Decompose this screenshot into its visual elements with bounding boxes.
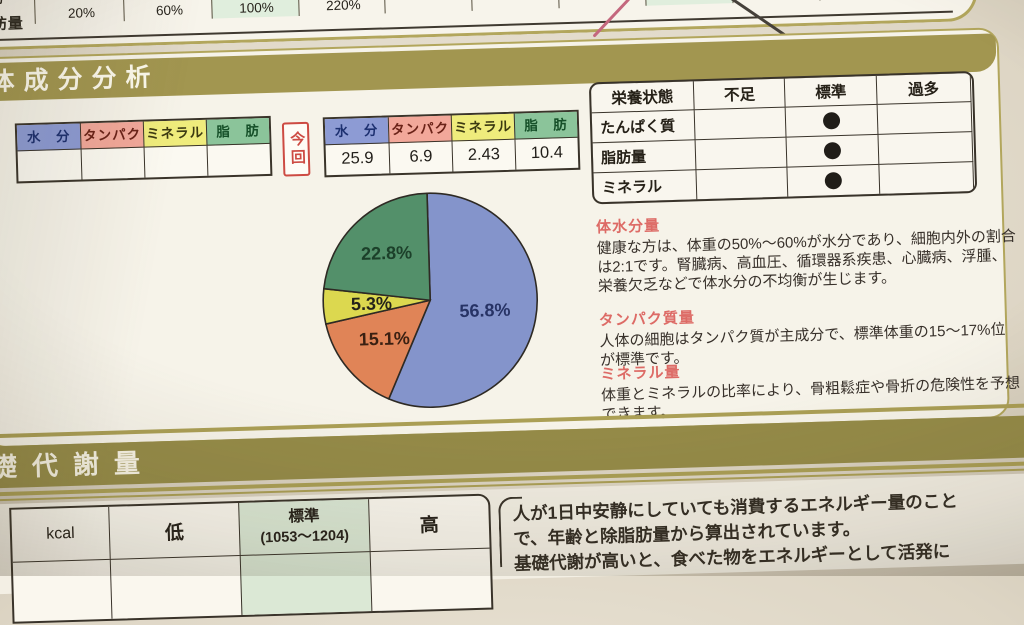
current-measurement-badge: 今回 [282, 122, 311, 177]
grid-line [383, 0, 386, 13]
protein-value: 6.9 [389, 142, 453, 174]
grid-line [33, 0, 36, 24]
low-header: 低 [108, 503, 239, 559]
values-protein-header: タンパク [388, 116, 452, 144]
cell-excess [877, 102, 972, 135]
low-value-cell [110, 555, 242, 619]
basal-metabolism-table: kcal 低 標準 (1053～1204) 高 [9, 494, 493, 624]
empty-cell [81, 148, 145, 180]
legend-empty-row [18, 144, 271, 181]
status-col-excess: 過多 [876, 73, 971, 105]
basal-metabolism-note: 人が1日中安静にしていても消費するエネルギー量のこと で、年齢と除脂肪量から算出… [512, 486, 1024, 577]
status-label-protein: たんぱく質 [591, 110, 695, 143]
legend-protein: タンパク [80, 122, 144, 150]
body-composition-pie-chart: 56.8% 15.1% 5.3% 22.8% [296, 166, 564, 434]
cell-standard [786, 104, 878, 137]
row-label-fat: 脂肪量 [0, 12, 24, 34]
status-dot [825, 172, 842, 189]
cell-deficit [696, 167, 788, 200]
legend-mineral: ミネラル [143, 120, 207, 148]
grid-line [644, 0, 647, 6]
mineral-value: 2.43 [451, 140, 515, 172]
legend-table: 水 分 タンパク ミネラル 脂 肪 [15, 116, 273, 184]
legend-fat: 脂 肪 [206, 118, 270, 146]
pie-label-水分: 56.8% [459, 300, 511, 322]
cell-excess [878, 132, 973, 165]
fat-value: 10.4 [514, 138, 578, 170]
tick-220: 220% [316, 0, 370, 13]
tick-100: 100% [229, 0, 283, 16]
cell-deficit [694, 107, 786, 140]
water-value: 25.9 [326, 143, 390, 175]
high-value-cell [370, 548, 492, 612]
empty-cell [144, 146, 208, 178]
status-dot [823, 112, 840, 129]
status-dot [824, 142, 841, 159]
kcal-header: kcal [11, 507, 109, 562]
cell-deficit [695, 137, 787, 170]
grid-line [470, 0, 473, 11]
photographed-report-paper: 20% 60% 100% 220% 脂肪 脂肪量 体成分分析 水 分 タンパク … [0, 0, 1024, 576]
status-label-mineral: ミネラル [593, 170, 697, 203]
standard-label: 標準 [288, 507, 320, 526]
status-label-fat: 脂肪量 [592, 140, 696, 173]
kcal-value-cell [13, 559, 112, 622]
cell-excess [879, 162, 974, 195]
standard-header: 標準 (1053～1204) [238, 499, 369, 555]
pie-label-タンパク: 15.1% [359, 328, 411, 350]
cell-standard [787, 164, 879, 197]
highlight-cell-right [644, 0, 733, 6]
high-header: 高 [368, 496, 489, 552]
pie-label-脂肪: 22.8% [361, 242, 413, 264]
tick-20: 20% [54, 5, 108, 22]
values-mineral-header: ミネラル [451, 114, 515, 142]
legend-water: 水 分 [17, 124, 81, 152]
grid-line [122, 0, 125, 21]
status-col-state: 栄養状態 [590, 81, 694, 113]
status-col-deficit: 不足 [693, 78, 785, 110]
grid-line [557, 0, 560, 8]
empty-cell [18, 150, 82, 182]
values-water-header: 水 分 [325, 117, 389, 145]
row-label-fragment: 脂肪 [0, 0, 3, 8]
pie-label-ミネラル: 5.3% [351, 293, 393, 314]
cell-standard [786, 134, 878, 167]
note-body-water: 体水分量 健康な方は、体重の50%～60%が水分であり、細胞内外の割合は2:1で… [596, 204, 1018, 297]
values-fat-header: 脂 肪 [514, 112, 578, 140]
empty-cell [207, 144, 271, 176]
standard-range: (1053～1204) [260, 524, 349, 548]
standard-value-cell [240, 551, 372, 615]
status-col-standard: 標準 [785, 75, 877, 107]
nutrition-status-table: 栄養状態 不足 標準 過多 たんぱく質 脂肪量 ミネラル [589, 71, 977, 204]
grid-line [818, 0, 821, 1]
tick-60: 60% [142, 2, 196, 19]
